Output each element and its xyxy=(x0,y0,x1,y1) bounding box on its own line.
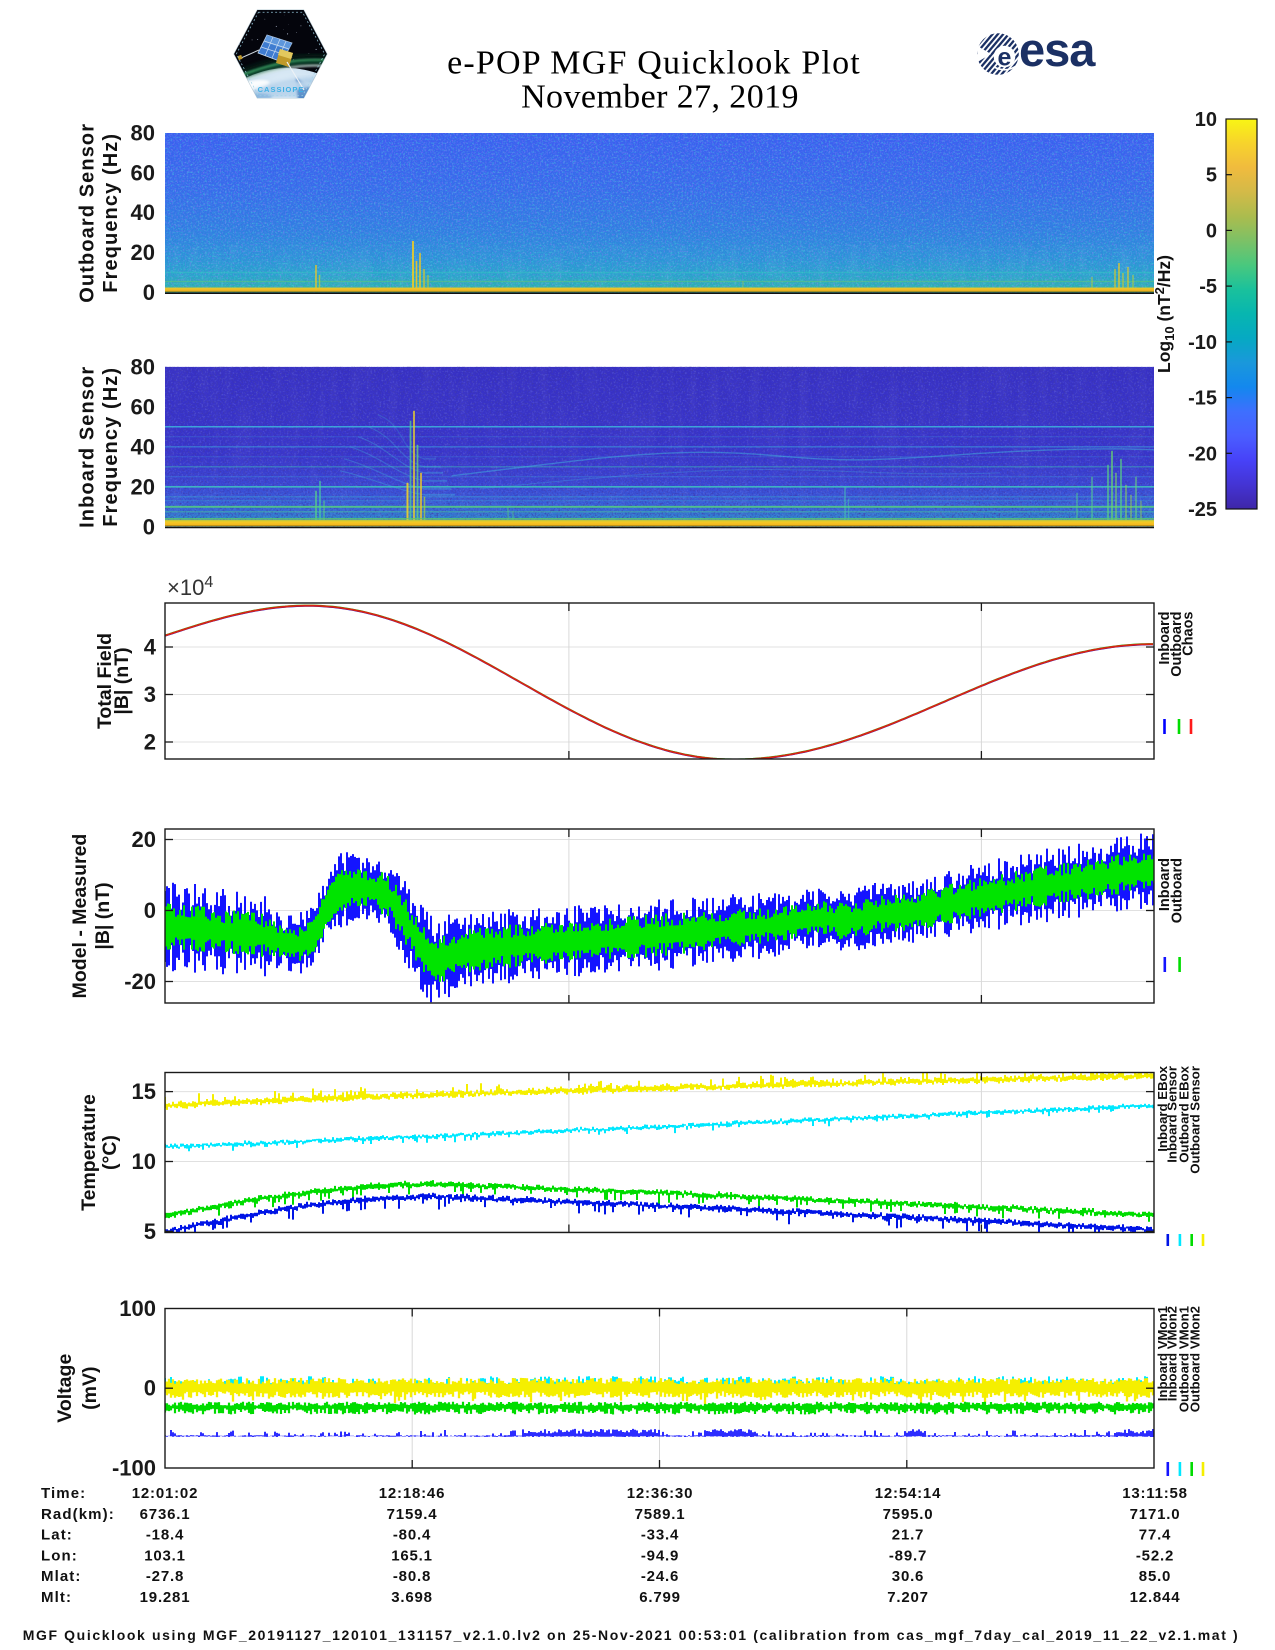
svg-text:4: 4 xyxy=(144,635,157,660)
svg-text:-94.9: -94.9 xyxy=(641,1548,679,1565)
svg-text:60: 60 xyxy=(131,160,155,185)
svg-text:103.1: 103.1 xyxy=(144,1548,186,1565)
svg-text:5: 5 xyxy=(1206,165,1217,187)
svg-text:7171.0: 7171.0 xyxy=(1130,1506,1181,1523)
svg-text:Outboard VMon2: Outboard VMon2 xyxy=(1188,1306,1203,1412)
svg-text:5: 5 xyxy=(144,1219,156,1244)
svg-text:Temperature: Temperature xyxy=(78,1094,100,1211)
svg-text:7595.0: 7595.0 xyxy=(883,1506,934,1523)
svg-text:Frequency (Hz): Frequency (Hz) xyxy=(100,133,122,293)
svg-text:-24.6: -24.6 xyxy=(641,1568,679,1585)
svg-text:6.799: 6.799 xyxy=(639,1589,681,1606)
svg-text:12:54:14: 12:54:14 xyxy=(875,1485,941,1502)
svg-text:-33.4: -33.4 xyxy=(641,1527,679,1544)
svg-text:-5: -5 xyxy=(1199,276,1217,298)
svg-text:-100: -100 xyxy=(112,1455,156,1480)
svg-text:Outboard VMon1: Outboard VMon1 xyxy=(1177,1306,1192,1412)
svg-text:21.7: 21.7 xyxy=(892,1527,924,1544)
svg-text:Voltage: Voltage xyxy=(54,1354,76,1423)
svg-text:0: 0 xyxy=(143,280,155,305)
svg-text:-80.4: -80.4 xyxy=(393,1527,431,1544)
svg-text:Outboard: Outboard xyxy=(1170,858,1186,923)
svg-text:Inboard VMon1: Inboard VMon1 xyxy=(1155,1306,1170,1401)
svg-text:80: 80 xyxy=(131,121,155,146)
svg-text:100: 100 xyxy=(119,1296,156,1321)
svg-text:-89.7: -89.7 xyxy=(889,1548,927,1565)
svg-text:Time:: Time: xyxy=(41,1485,86,1502)
svg-text:Inboard: Inboard xyxy=(1157,858,1173,911)
svg-text:12:36:30: 12:36:30 xyxy=(627,1485,693,1502)
svg-text:13:11:58: 13:11:58 xyxy=(1122,1485,1188,1502)
svg-text:Outboard Sensor: Outboard Sensor xyxy=(1188,1066,1203,1174)
svg-text:10: 10 xyxy=(1195,109,1217,131)
svg-text:-27.8: -27.8 xyxy=(146,1568,184,1585)
svg-text:6736.1: 6736.1 xyxy=(140,1506,191,1523)
svg-text:15: 15 xyxy=(132,1079,156,1104)
svg-text:-25: -25 xyxy=(1188,499,1217,521)
svg-text:3: 3 xyxy=(144,682,156,707)
svg-text:Inboard: Inboard xyxy=(1157,612,1173,665)
svg-text:(mV): (mV) xyxy=(79,1367,101,1410)
svg-text:20: 20 xyxy=(131,474,155,499)
svg-text:7159.4: 7159.4 xyxy=(387,1506,438,1523)
svg-text:165.1: 165.1 xyxy=(391,1548,433,1565)
svg-text:-20: -20 xyxy=(1188,443,1217,465)
svg-text:30.6: 30.6 xyxy=(892,1568,924,1585)
svg-text:MGF Quicklook using MGF_201911: MGF Quicklook using MGF_20191127_120101_… xyxy=(23,1627,1240,1643)
svg-text:80: 80 xyxy=(131,354,155,379)
svg-text:Chaos: Chaos xyxy=(1181,612,1197,656)
svg-text:|B| (nT): |B| (nT) xyxy=(111,647,133,714)
svg-text:Lat:: Lat: xyxy=(41,1527,73,1544)
svg-text:3.698: 3.698 xyxy=(391,1589,433,1606)
svg-text:40: 40 xyxy=(131,434,155,459)
svg-text:20: 20 xyxy=(132,827,156,852)
svg-text:-52.2: -52.2 xyxy=(1136,1548,1174,1565)
svg-text:Log10 (nT2/Hz): Log10 (nT2/Hz) xyxy=(1152,255,1177,373)
svg-text:0: 0 xyxy=(144,898,156,923)
svg-text:40: 40 xyxy=(131,200,155,225)
svg-text:0: 0 xyxy=(144,1376,156,1401)
svg-text:-18.4: -18.4 xyxy=(146,1527,184,1544)
svg-text:Inboard VMon2: Inboard VMon2 xyxy=(1165,1306,1180,1401)
svg-text:-80.8: -80.8 xyxy=(393,1568,431,1585)
svg-text:20: 20 xyxy=(131,240,155,265)
svg-text:-15: -15 xyxy=(1188,388,1217,410)
svg-text:e: e xyxy=(998,44,1012,72)
svg-text:12:01:02: 12:01:02 xyxy=(132,1485,198,1502)
svg-text:2: 2 xyxy=(144,730,156,755)
svg-text:Outboard Sensor: Outboard Sensor xyxy=(77,123,99,303)
svg-text:Outboard EBox: Outboard EBox xyxy=(1177,1065,1192,1162)
svg-text:Inboard Sensor: Inboard Sensor xyxy=(77,366,99,528)
svg-text:60: 60 xyxy=(131,394,155,419)
svg-text:Model - Measured: Model - Measured xyxy=(69,834,91,999)
svg-text:e-POP MGF Quicklook Plot: e-POP MGF Quicklook Plot xyxy=(447,45,861,82)
svg-text:Mlat:: Mlat: xyxy=(41,1568,82,1585)
svg-text:esa: esa xyxy=(1019,23,1096,76)
svg-text:85.0: 85.0 xyxy=(1139,1568,1171,1585)
svg-text:12.844: 12.844 xyxy=(1130,1589,1181,1606)
svg-text:19.281: 19.281 xyxy=(140,1589,191,1606)
svg-text:7.207: 7.207 xyxy=(887,1589,929,1606)
svg-text:Lon:: Lon: xyxy=(41,1548,78,1565)
svg-text:0: 0 xyxy=(143,514,155,539)
svg-text:Mlt:: Mlt: xyxy=(41,1589,72,1606)
svg-text:77.4: 77.4 xyxy=(1139,1527,1171,1544)
svg-text:Rad(km):: Rad(km): xyxy=(41,1506,115,1523)
svg-text:Outboard: Outboard xyxy=(1169,612,1185,677)
svg-text:-20: -20 xyxy=(124,969,156,994)
svg-text:-10: -10 xyxy=(1188,332,1217,354)
svg-text:|B| (nT): |B| (nT) xyxy=(92,882,114,949)
svg-text:Total Field: Total Field xyxy=(94,633,116,729)
svg-text:0: 0 xyxy=(1206,220,1217,242)
svg-text:Inboard Sensor: Inboard Sensor xyxy=(1165,1066,1180,1163)
svg-text:7589.1: 7589.1 xyxy=(635,1506,686,1523)
svg-text:Frequency (Hz): Frequency (Hz) xyxy=(100,367,122,527)
svg-text:CASSIOPE: CASSIOPE xyxy=(258,85,305,94)
svg-text:November 27, 2019: November 27, 2019 xyxy=(521,79,799,116)
svg-text:12:18:46: 12:18:46 xyxy=(379,1485,445,1502)
svg-text:(°C): (°C) xyxy=(99,1135,121,1170)
svg-text:10: 10 xyxy=(132,1149,156,1174)
svg-text:Inboard EBox: Inboard EBox xyxy=(1155,1065,1170,1151)
